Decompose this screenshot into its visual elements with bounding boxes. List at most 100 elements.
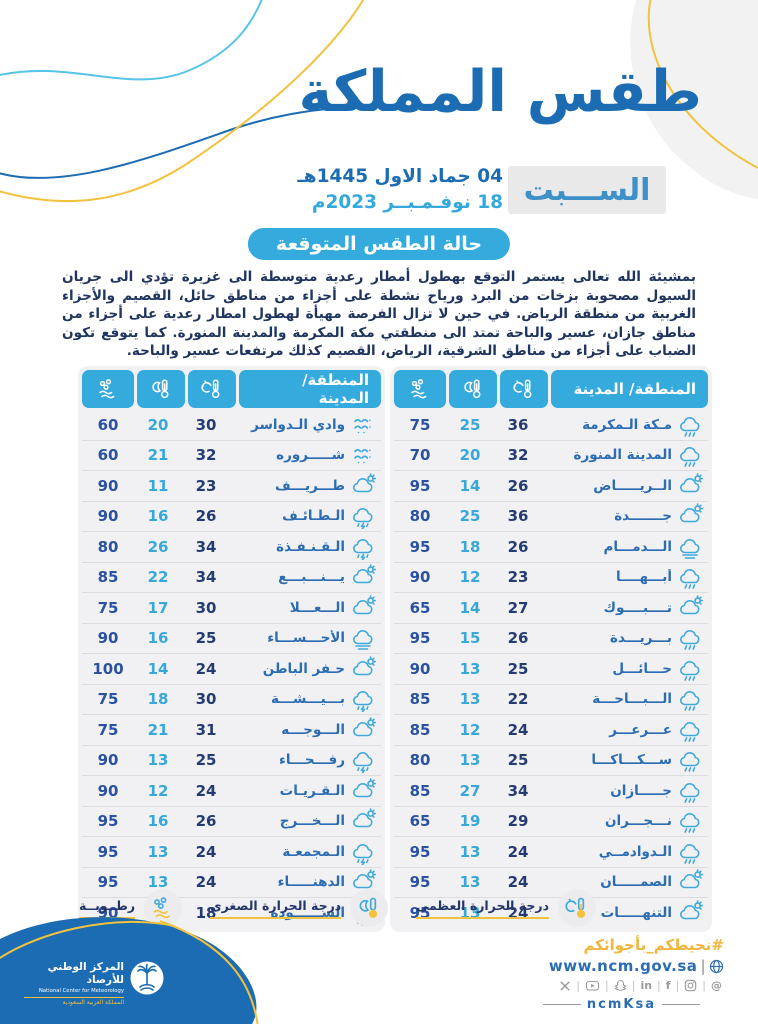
table-row: ســـكـــاكـــا 25 13 80 (394, 746, 708, 776)
city-name: جـــــــدة (614, 508, 672, 525)
humidity-value: 95 (409, 873, 431, 892)
date-block: 04 جماد الاول 1445هـ 18 نوفـمـبــر 2023م (297, 164, 503, 216)
city-name: عـــرعـــر (609, 721, 672, 738)
city-name: الـدوادمــي (598, 843, 672, 860)
humidity-value: 85 (409, 690, 431, 709)
table-row: أبـــهــــا 23 12 90 (394, 563, 708, 593)
youtube-icon[interactable] (585, 979, 600, 992)
separator: | (631, 979, 636, 992)
humidity-value: 95 (409, 629, 431, 648)
max-temp-value: 30 (195, 690, 217, 709)
partly-icon (672, 594, 708, 621)
snapchat-icon[interactable] (614, 979, 627, 992)
separator: | (657, 979, 661, 992)
min-temp-value: 14 (147, 659, 169, 678)
x-icon[interactable] (559, 980, 571, 992)
linkedin-icon[interactable]: in (640, 979, 653, 992)
table-row: مـكة الـمكرمة 36 25 75 (394, 410, 708, 441)
max-temp-value: 25 (195, 751, 217, 770)
table-row: الــريـــــاض 26 14 95 (394, 471, 708, 502)
temp-max-icon (188, 370, 236, 408)
thunder-icon (345, 839, 381, 865)
date-hijri: 04 جماد الاول 1445هـ (297, 166, 503, 187)
table-row: الـــدمـــام 26 18 95 (394, 532, 708, 563)
ncm-logo-text: المركز الوطني للأرصاد National Center fo… (24, 961, 124, 1007)
partly-icon (345, 472, 381, 499)
humidity-value: 75 (97, 598, 119, 617)
region-city-header: المنطقة/ المدينة (551, 370, 708, 408)
min-temp-value: 19 (459, 812, 481, 831)
humidity-value: 95 (97, 812, 119, 831)
website-url[interactable]: www.ncm.gov.sa (548, 957, 698, 975)
table-row: حـفر الباطن 24 14 100 (82, 654, 381, 685)
humidity-value: 65 (409, 598, 431, 617)
max-temp-value: 25 (507, 659, 529, 678)
region-city-header: المنطقة/ المدينة (239, 370, 381, 408)
max-temp-value: 34 (195, 568, 217, 587)
humidity-value: 90 (97, 629, 119, 648)
partly-icon (345, 869, 381, 895)
city-name: جـــــازان (610, 782, 672, 799)
min-temp-value: 13 (459, 842, 481, 861)
social-handle[interactable]: ncmKsa (542, 997, 700, 1012)
table-row: الـــبـــاحـــة 22 13 85 (394, 685, 708, 715)
min-temp-value: 25 (459, 507, 481, 526)
city-name: بـــريـــدة (610, 630, 672, 647)
partly-icon (672, 899, 708, 926)
table-row: تــــبــــوك 27 14 65 (394, 593, 708, 624)
rain-icon (672, 412, 708, 438)
globe-icon (709, 959, 724, 974)
max-temp-value: 24 (507, 842, 529, 861)
handle-text[interactable]: ncmKsa (586, 997, 656, 1012)
city-name: مـكة الـمكرمة (582, 416, 672, 433)
min-temp-value: 12 (459, 568, 481, 587)
max-temp-value: 32 (195, 446, 217, 465)
partly-icon (345, 716, 381, 743)
city-name: الدهنـــــاء (277, 874, 345, 891)
humidity-icon (82, 370, 134, 408)
table-row: الـطـائـف 26 16 90 (82, 502, 381, 532)
table-header-row: المنطقة/ المدينة (82, 370, 381, 408)
min-temp-value: 18 (459, 537, 481, 556)
max-temp-value: 25 (507, 751, 529, 770)
ncm-name-arabic: المركز الوطني للأرصاد (47, 961, 124, 986)
website-row[interactable]: www.ncm.gov.sa | (549, 957, 724, 975)
threads-icon[interactable]: @ (711, 979, 722, 992)
humidity-value: 75 (97, 690, 119, 709)
min-temp-value: 20 (147, 415, 169, 434)
min-temp-value: 27 (459, 781, 481, 800)
separator: | (605, 979, 609, 992)
city-name: رفـــحـــاء (279, 752, 345, 769)
separator: | (702, 979, 706, 992)
max-temp-value: 24 (195, 659, 217, 678)
dust-icon (345, 412, 381, 438)
min-temp-value: 14 (459, 598, 481, 617)
campaign-hashtag[interactable]: #نحيطكم_بأجوائكم (583, 936, 724, 954)
min-temp-value: 14 (459, 476, 481, 495)
city-name: الأحـــســـاء (267, 630, 345, 647)
legend-min-label: درجة الحرارة الصغرى (210, 898, 342, 919)
rain-icon (672, 717, 708, 743)
legend-item-max-temp: درجة الحرارة العظمى (416, 889, 596, 927)
min-temp-value: 13 (459, 659, 481, 678)
city-name: الـقـريـات (279, 782, 345, 799)
humidity-value: 95 (409, 476, 431, 495)
table-row: الـــعـــلا 30 17 75 (82, 593, 381, 624)
rain-icon (672, 442, 708, 468)
max-temp-value: 26 (507, 537, 529, 556)
city-name: المدينة المنورة (573, 447, 672, 464)
humidity-value: 95 (409, 537, 431, 556)
instagram-icon[interactable] (684, 979, 697, 992)
city-name: يـــنـــبـــع (278, 569, 345, 586)
table-row: الـــخـــرج 26 16 95 (82, 807, 381, 837)
max-temp-value: 30 (195, 415, 217, 434)
table-row: الأحـــســـاء 25 16 90 (82, 624, 381, 654)
city-name: الـــوجـــه (281, 721, 345, 738)
humidity-value: 85 (97, 568, 119, 587)
handle-line-left (662, 1004, 700, 1005)
rain-icon (672, 686, 708, 712)
max-temp-value: 23 (507, 568, 529, 587)
temp-min-icon (137, 370, 185, 408)
facebook-icon[interactable]: f (665, 979, 671, 992)
